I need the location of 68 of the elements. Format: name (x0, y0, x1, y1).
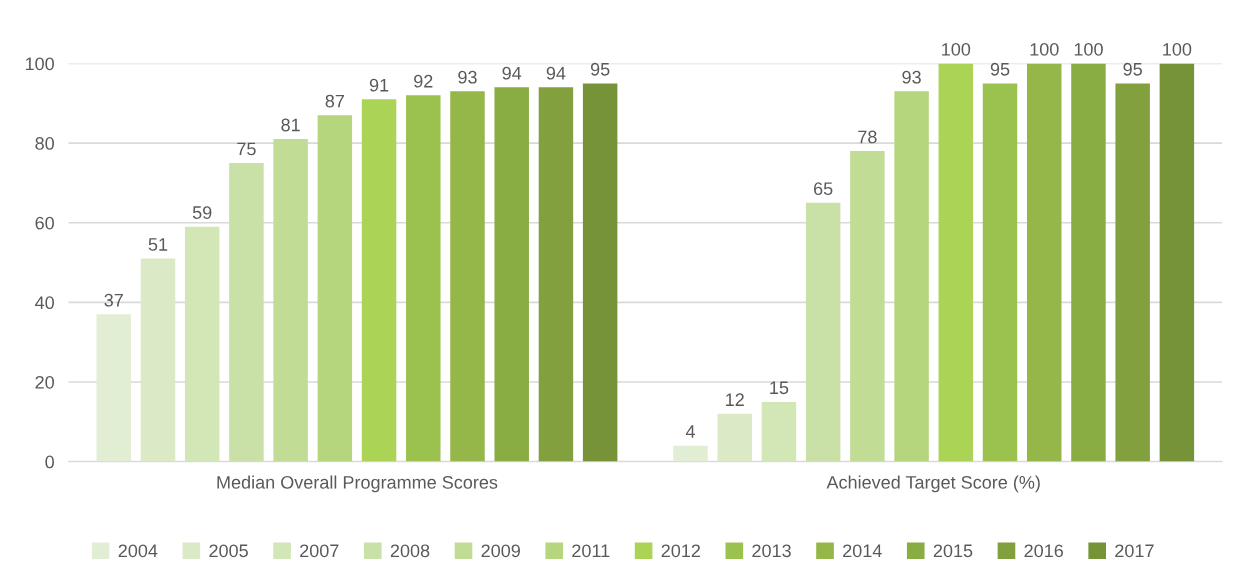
x-tick-label: Achieved Target Score (%) (826, 475, 1040, 493)
data-label: 92 (414, 74, 433, 88)
y-tick-label: 60 (35, 216, 54, 230)
y-tick-label: 0 (45, 455, 54, 469)
data-label: 100 (1074, 42, 1103, 56)
data-label: 75 (237, 142, 256, 156)
legend-label: 2005 (209, 544, 248, 558)
y-tick-label: 80 (35, 137, 54, 150)
y-tick-label: 40 (35, 296, 54, 310)
data-label: 51 (148, 238, 168, 251)
bar (494, 87, 529, 462)
bar (317, 115, 353, 462)
bar (140, 258, 176, 462)
data-label: 95 (590, 62, 610, 76)
data-label: 100 (1163, 42, 1192, 56)
legend-label: 2008 (390, 544, 430, 558)
data-label: 93 (458, 70, 477, 84)
data-label: 59 (192, 206, 212, 219)
legend-label: 2004 (118, 544, 158, 558)
legend-label: 2015 (933, 544, 973, 558)
data-label: 87 (325, 94, 344, 108)
bar (450, 91, 485, 462)
bar (938, 63, 974, 462)
bar (1071, 63, 1106, 462)
bar (1026, 63, 1062, 462)
bar (406, 95, 441, 462)
legend-label: 2017 (1115, 544, 1154, 558)
bar (184, 226, 220, 462)
bar (361, 99, 397, 462)
y-tick-label: 100 (25, 57, 54, 71)
data-label: 65 (814, 182, 833, 196)
bar (982, 83, 1018, 462)
data-label: 4 (685, 425, 695, 438)
legend-label: 2016 (1024, 544, 1063, 558)
bar (1115, 83, 1150, 462)
bar (229, 163, 264, 462)
data-label: 94 (546, 66, 566, 80)
legend-label: 2007 (300, 544, 339, 558)
data-label: 78 (858, 130, 877, 144)
bar (673, 445, 708, 462)
bar (1159, 63, 1195, 462)
data-label: 95 (1123, 62, 1142, 76)
data-label: 12 (726, 393, 744, 406)
bar (761, 401, 797, 462)
y-tick-label: 20 (35, 375, 54, 389)
data-label: 95 (990, 62, 1010, 76)
x-tick-label: Median Overall Programme Scores (217, 475, 498, 493)
bar (96, 314, 132, 462)
data-label: 100 (1030, 42, 1059, 56)
legend-label: 2009 (481, 544, 520, 558)
bar (894, 91, 929, 462)
data-label: 81 (281, 118, 300, 132)
legend-label: 2011 (572, 544, 610, 558)
legend-label: 2012 (661, 544, 701, 558)
bar (538, 87, 574, 462)
data-label: 100 (942, 42, 971, 56)
data-label: 37 (104, 293, 123, 307)
data-label: 15 (770, 381, 789, 395)
legend-label: 2014 (843, 544, 882, 558)
data-label: 91 (369, 78, 389, 92)
bar (850, 151, 885, 462)
data-label: 93 (902, 70, 921, 84)
bar (273, 139, 308, 462)
legend-label: 2013 (752, 544, 791, 558)
bar (582, 83, 618, 462)
data-label: 94 (502, 66, 522, 80)
bar (717, 413, 752, 462)
bar (805, 202, 841, 462)
